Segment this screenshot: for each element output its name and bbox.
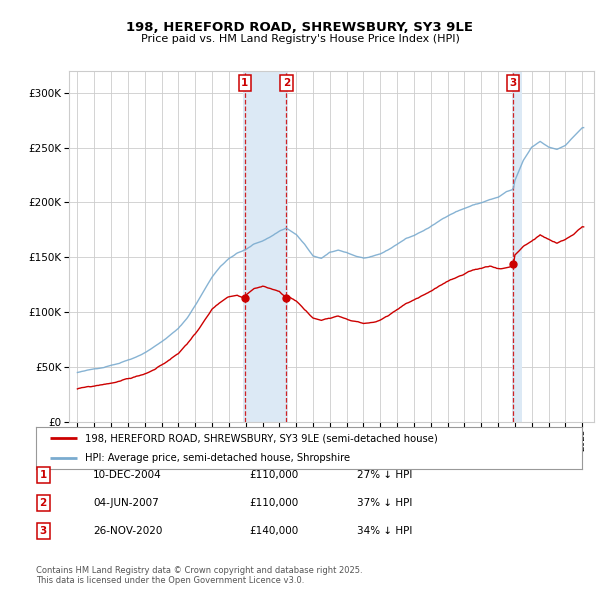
Text: 10-DEC-2004: 10-DEC-2004: [93, 470, 162, 480]
Text: 2: 2: [283, 78, 290, 88]
Text: Price paid vs. HM Land Registry's House Price Index (HPI): Price paid vs. HM Land Registry's House …: [140, 34, 460, 44]
Text: HPI: Average price, semi-detached house, Shropshire: HPI: Average price, semi-detached house,…: [85, 453, 350, 463]
Text: 27% ↓ HPI: 27% ↓ HPI: [357, 470, 412, 480]
Text: 2: 2: [40, 498, 47, 507]
Text: 3: 3: [40, 526, 47, 536]
Text: £110,000: £110,000: [249, 498, 298, 507]
Text: 1: 1: [40, 470, 47, 480]
Text: 26-NOV-2020: 26-NOV-2020: [93, 526, 163, 536]
Text: 37% ↓ HPI: 37% ↓ HPI: [357, 498, 412, 507]
Text: 34% ↓ HPI: 34% ↓ HPI: [357, 526, 412, 536]
Text: £140,000: £140,000: [249, 526, 298, 536]
Bar: [244, 71, 288, 422]
Text: 1: 1: [241, 78, 248, 88]
Bar: [512, 71, 523, 422]
Text: 04-JUN-2007: 04-JUN-2007: [93, 498, 159, 507]
Text: 198, HEREFORD ROAD, SHREWSBURY, SY3 9LE: 198, HEREFORD ROAD, SHREWSBURY, SY3 9LE: [127, 21, 473, 34]
Text: £110,000: £110,000: [249, 470, 298, 480]
Text: 3: 3: [509, 78, 517, 88]
Text: 198, HEREFORD ROAD, SHREWSBURY, SY3 9LE (semi-detached house): 198, HEREFORD ROAD, SHREWSBURY, SY3 9LE …: [85, 434, 438, 444]
Text: Contains HM Land Registry data © Crown copyright and database right 2025.
This d: Contains HM Land Registry data © Crown c…: [36, 566, 362, 585]
